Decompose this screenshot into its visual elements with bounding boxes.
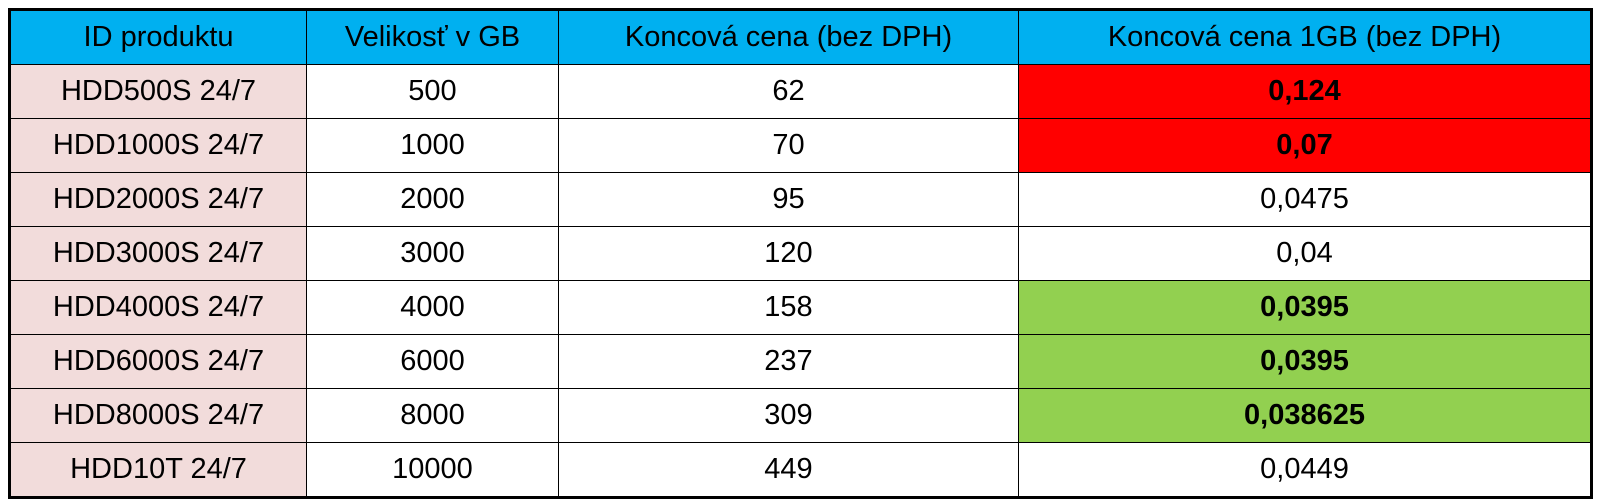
cell: 1000 [306, 118, 559, 173]
cell: 0,124 [1018, 64, 1592, 119]
cell: HDD2000S 24/7 [9, 172, 307, 227]
header-row: ID produktu Velikosť v GB Koncová cena (… [9, 9, 1592, 65]
price-table: ID produktu Velikosť v GB Koncová cena (… [8, 8, 1593, 499]
cell: 62 [558, 64, 1019, 119]
header-cell: Koncová cena 1GB (bez DPH) [1018, 9, 1592, 65]
cell: 6000 [306, 334, 559, 389]
cell: 120 [558, 226, 1019, 281]
row: HDD4000S 24/7 4000 158 0,0395 [9, 280, 1592, 335]
cell: 95 [558, 172, 1019, 227]
cell: HDD6000S 24/7 [9, 334, 307, 389]
cell: 309 [558, 388, 1019, 443]
row: HDD6000S 24/7 6000 237 0,0395 [9, 334, 1592, 389]
cell: 0,07 [1018, 118, 1592, 173]
cell: 70 [558, 118, 1019, 173]
row: HDD10T 24/7 10000 449 0,0449 [9, 442, 1592, 498]
cell: 2000 [306, 172, 559, 227]
cell: 0,04 [1018, 226, 1592, 281]
row: HDD8000S 24/7 8000 309 0,038625 [9, 388, 1592, 443]
cell: 0,0395 [1018, 280, 1592, 335]
cell: 10000 [306, 442, 559, 498]
cell: 3000 [306, 226, 559, 281]
cell: HDD3000S 24/7 [9, 226, 307, 281]
cell: HDD10T 24/7 [9, 442, 307, 498]
cell: 0,0449 [1018, 442, 1592, 498]
cell: HDD500S 24/7 [9, 64, 307, 119]
header-cell: Velikosť v GB [306, 9, 559, 65]
cell: HDD4000S 24/7 [9, 280, 307, 335]
row: HDD2000S 24/7 2000 95 0,0475 [9, 172, 1592, 227]
header-cell: ID produktu [9, 9, 307, 65]
cell: 158 [558, 280, 1019, 335]
table-container: ID produktu Velikosť v GB Koncová cena (… [8, 8, 1593, 499]
header-cell: Koncová cena (bez DPH) [558, 9, 1019, 65]
cell: 237 [558, 334, 1019, 389]
cell: HDD8000S 24/7 [9, 388, 307, 443]
cell: 0,0395 [1018, 334, 1592, 389]
row: HDD500S 24/7 500 62 0,124 [9, 64, 1592, 119]
cell: 4000 [306, 280, 559, 335]
cell: 0,038625 [1018, 388, 1592, 443]
row: HDD1000S 24/7 1000 70 0,07 [9, 118, 1592, 173]
cell: 500 [306, 64, 559, 119]
cell: 0,0475 [1018, 172, 1592, 227]
row: HDD3000S 24/7 3000 120 0,04 [9, 226, 1592, 281]
cell: 8000 [306, 388, 559, 443]
cell: 449 [558, 442, 1019, 498]
cell: HDD1000S 24/7 [9, 118, 307, 173]
